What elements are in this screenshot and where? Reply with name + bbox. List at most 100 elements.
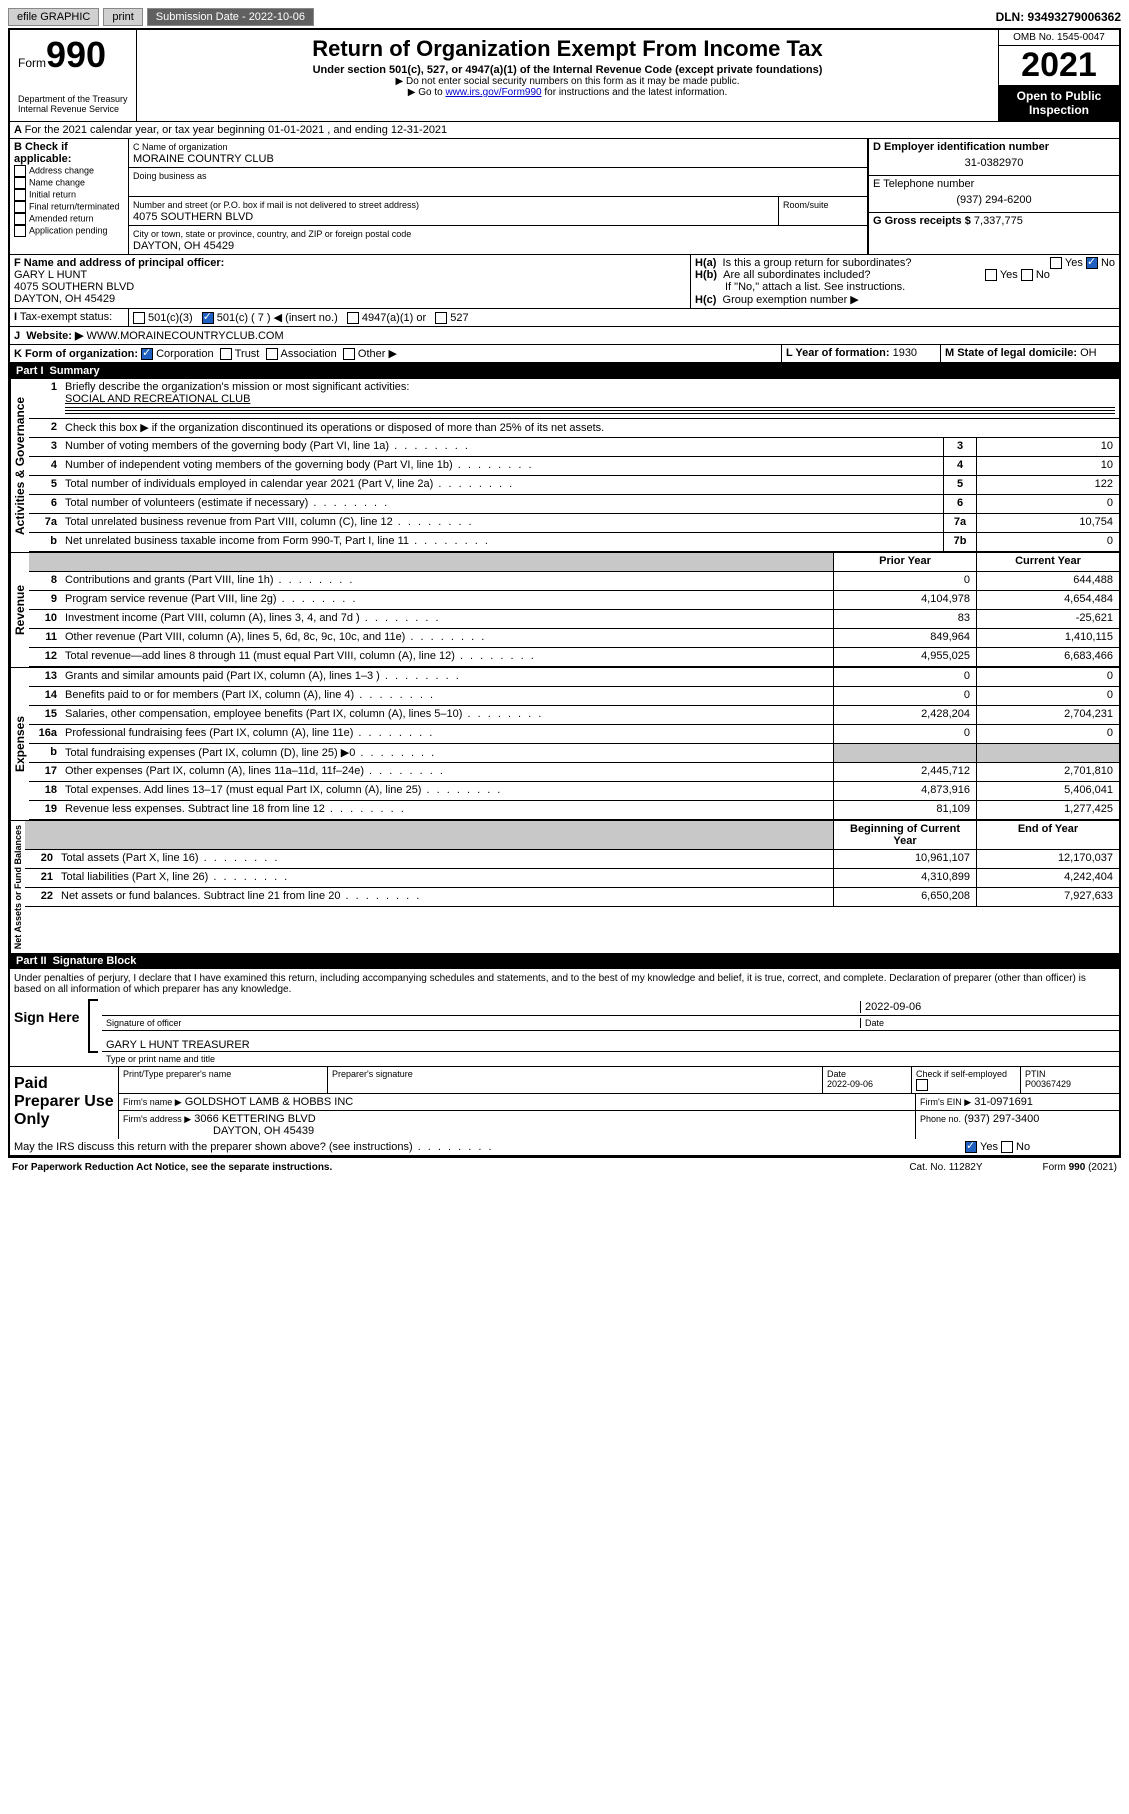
b-check[interactable] [14,189,26,201]
g-label: G Gross receipts $ [873,215,971,227]
form-footer: Form 990 (2021) [1043,1162,1117,1173]
line-desc: Net assets or fund balances. Subtract li… [57,888,833,906]
nametag: Type or print name and title [102,1051,1119,1066]
trust-check[interactable] [220,348,232,360]
form-subtitle: Under section 501(c), 527, or 4947(a)(1)… [147,64,988,76]
officer-name: GARY L HUNT [14,269,686,281]
b-check[interactable] [14,201,26,213]
b-check[interactable] [14,177,26,189]
line-desc: Other expenses (Part IX, column (A), lin… [61,763,833,781]
hb-yes-check[interactable] [985,269,997,281]
cy-value: 1,277,425 [976,801,1119,819]
cy-value: 0 [976,687,1119,705]
line-desc: Total liabilities (Part X, line 26) [57,869,833,887]
self-emp-check[interactable] [916,1079,928,1091]
hc-label: Group exemption number ▶ [723,294,859,306]
line-box: 4 [943,457,976,475]
org-city: DAYTON, OH 45429 [133,240,234,252]
a1: SOCIAL AND RECREATIONAL CLUB [65,393,250,405]
cy-value: 1,410,115 [976,629,1119,647]
cat-no: Cat. No. 11282Y [909,1162,982,1173]
print-button[interactable]: print [103,8,142,26]
cy-value: 12,170,037 [976,850,1119,868]
prep-date-label: Date [827,1069,846,1079]
omb-number: OMB No. 1545-0047 [999,30,1119,46]
b-item: Name change [14,177,124,189]
other-check[interactable] [343,348,355,360]
cy-value: 7,927,633 [976,888,1119,906]
q2: Check this box ▶ if the organization dis… [61,419,1119,437]
discuss-no-check[interactable] [1001,1141,1013,1153]
open-to-public: Open to Public Inspection [999,85,1119,121]
py-value: 4,104,978 [833,591,976,609]
city-label: City or town, state or province, country… [133,229,411,239]
hb-no-check[interactable] [1021,269,1033,281]
officer-addr1: 4075 SOUTHERN BLVD [14,281,686,293]
ha-label: Is this a group return for subordinates? [723,257,912,269]
4947-check[interactable] [347,312,359,324]
line-box: 3 [943,438,976,456]
prep-date: 2022-09-06 [827,1079,873,1089]
efile-button[interactable]: efile GRAPHIC [8,8,99,26]
line-value: 10 [976,438,1119,456]
b-check[interactable] [14,165,26,177]
b-check[interactable] [14,213,26,225]
ha-yes-check[interactable] [1050,257,1062,269]
e-label: E Telephone number [873,178,974,190]
py-value: 10,961,107 [833,850,976,868]
line-value: 10,754 [976,514,1119,532]
may-discuss: May the IRS discuss this return with the… [14,1141,494,1153]
f-label: F Name and address of principal officer: [14,257,686,269]
phone-value: (937) 294-6200 [873,190,1115,210]
line-value: 0 [976,533,1119,551]
py-value: 83 [833,610,976,628]
pra-notice: For Paperwork Reduction Act Notice, see … [12,1162,332,1173]
b-label: B Check if applicable: [14,141,124,165]
cy-value: 5,406,041 [976,782,1119,800]
501c3-check[interactable] [133,312,145,324]
b-item: Amended return [14,213,124,225]
py-value: 0 [833,725,976,743]
vtext-activities: Activities & Governance [10,379,29,552]
line-desc: Total number of volunteers (estimate if … [61,495,943,513]
line-box: 6 [943,495,976,513]
line-desc: Investment income (Part VIII, column (A)… [61,610,833,628]
line-desc: Net unrelated business taxable income fr… [61,533,943,551]
org-street: 4075 SOUTHERN BLVD [133,211,253,223]
527-check[interactable] [435,312,447,324]
py-value [833,744,976,762]
b-item: Application pending [14,225,124,237]
bracket-icon [88,999,98,1053]
corp-check[interactable] [141,348,153,360]
declaration: Under penalties of perjury, I declare th… [10,969,1119,999]
line-value: 122 [976,476,1119,494]
line-desc: Professional fundraising fees (Part IX, … [61,725,833,743]
firm-addr1: 3066 KETTERING BLVD [194,1113,315,1125]
b-check[interactable] [14,225,26,237]
dln-label: DLN: 93493279006362 [996,10,1121,24]
501c-check[interactable] [202,312,214,324]
boy-header: Beginning of Current Year [833,821,976,849]
ha-no-check[interactable] [1086,257,1098,269]
line-desc: Number of voting members of the governin… [61,438,943,456]
line-desc: Total fundraising expenses (Part IX, col… [61,744,833,762]
ptin-label: PTIN [1025,1069,1046,1079]
py-value: 0 [833,572,976,590]
yof-value: 1930 [893,347,917,359]
submission-date-button[interactable]: Submission Date - 2022-10-06 [147,8,314,26]
part1-bar: Part ISummary [10,363,1119,379]
irs-link[interactable]: www.irs.gov/Form990 [445,87,541,98]
cy-value: 0 [976,668,1119,686]
line-desc: Total number of individuals employed in … [61,476,943,494]
sig-date: 2022-09-06 [860,1001,1115,1013]
assoc-check[interactable] [266,348,278,360]
firm-phone: (937) 297-3400 [964,1113,1039,1125]
prep-sig-label: Preparer's signature [328,1067,823,1093]
cy-value: -25,621 [976,610,1119,628]
line-desc: Revenue less expenses. Subtract line 18 … [61,801,833,819]
discuss-yes-check[interactable] [965,1141,977,1153]
form-number: Form990 [18,34,128,76]
line-desc: Total unrelated business revenue from Pa… [61,514,943,532]
py-value: 4,873,916 [833,782,976,800]
firm-name: GOLDSHOT LAMB & HOBBS INC [185,1096,354,1108]
